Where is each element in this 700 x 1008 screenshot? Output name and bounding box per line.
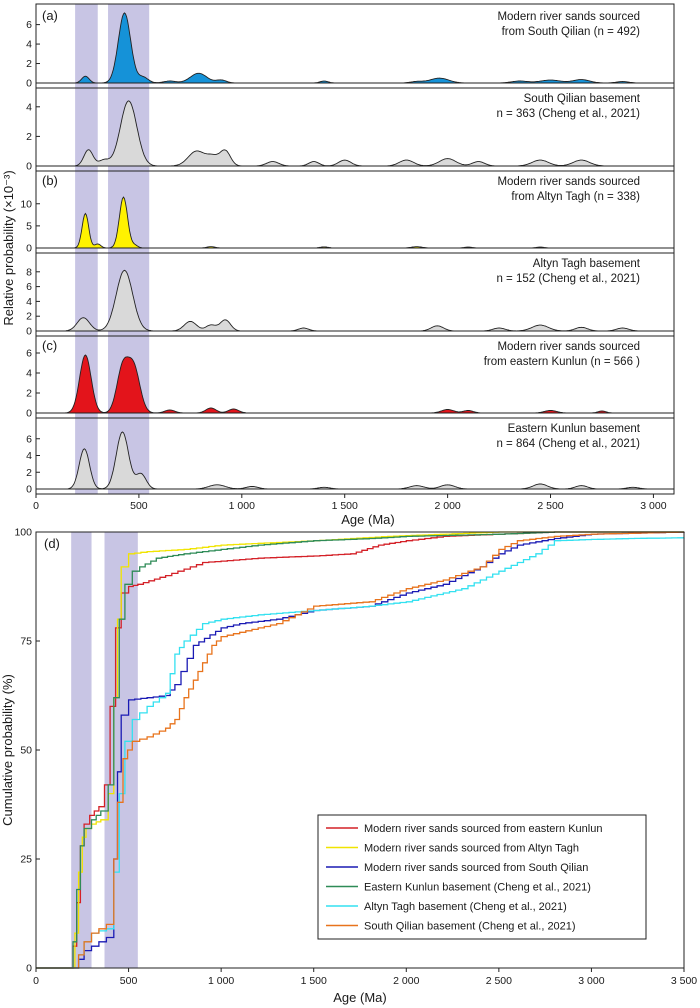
x-tick-label: 2 000 [434, 500, 460, 512]
panel-caption: n = 363 (Cheng et al., 2021) [496, 108, 640, 120]
y-tick-label: 0 [26, 161, 32, 173]
y-tick-label: 6 [26, 433, 32, 445]
legend-frame [317, 814, 647, 940]
cdf-x-tick-label: 1 500 [301, 975, 327, 987]
kde-panel-6: 0 2 4 6 Eastern Kunlun basement n = 864 (Chen… [26, 423, 674, 496]
y-tick-label: 2 [26, 131, 32, 143]
cdf-x-tick-label: 2 500 [486, 975, 512, 987]
x-tick-label: 0 [33, 500, 39, 512]
cdf-x-tick-label: 0 [33, 975, 39, 987]
y-tick-label: 2 [26, 58, 32, 70]
panel-caption: Eastern Kunlun basement [508, 423, 641, 435]
legend-label-4: Eastern Kunlun basement (Cheng et al., 2… [364, 882, 591, 894]
cdf-x-tick-label: 2 000 [393, 975, 419, 987]
kde-panel-1: 0 2 4 6 Modern river sands sourced from South… [26, 8, 674, 90]
shared-ylabel: Relative probability (×10⁻³) [1, 170, 16, 325]
panel-caption: from South Qilian (n = 492) [502, 26, 641, 38]
cdf-legend: Modern river sands sourced from eastern … [317, 814, 647, 940]
cdf-y-tick-label: 50 [20, 745, 32, 757]
panel-caption: Modern river sands sourced [497, 341, 640, 353]
panel-caption: Modern river sands sourced [497, 11, 640, 23]
y-tick-label: 4 [26, 368, 32, 380]
y-tick-label: 2 [26, 388, 32, 400]
x-tick-label: 1 000 [229, 500, 255, 512]
x-tick-label: 1 500 [332, 500, 358, 512]
y-tick-label: 2 [26, 467, 32, 479]
y-tick-label: 6 [26, 348, 32, 360]
legend-label-1: Modern river sands sourced from eastern … [364, 823, 602, 835]
legend-label-2: Modern river sands sourced from Altyn Ta… [364, 843, 579, 855]
kde-panel-2: 0 2 4 South Qilian basement n = 363 (Cheng e… [26, 93, 674, 173]
panel-tag: (a) [42, 8, 58, 23]
panel-caption: from eastern Kunlun (n = 566 ) [484, 356, 640, 368]
kde-panel-5: 0 2 4 6 Modern river sands sourced from easte… [26, 338, 674, 420]
panel-caption: n = 864 (Cheng et al., 2021) [496, 438, 640, 450]
y-tick-label: 10 [20, 198, 32, 210]
panel-caption: South Qilian basement [524, 93, 641, 105]
cdf-x-tick-label: 1 000 [208, 975, 234, 987]
x-tick-label: 500 [130, 500, 148, 512]
kde-frame [35, 3, 675, 495]
cdf-x-tick-label: 3 500 [671, 975, 697, 987]
y-tick-label: 0 [26, 484, 32, 496]
cdf-line-series-6 [36, 531, 685, 969]
cdf-y-tick-label: 0 [26, 963, 32, 975]
legend-label-3: Modern river sands sourced from South Qi… [364, 862, 588, 874]
panel-tag: (c) [42, 338, 57, 353]
y-tick-label: 0 [26, 326, 32, 338]
panel-caption: n = 152 (Cheng et al., 2021) [496, 273, 640, 285]
shared-xlabel: Age (Ma) [341, 512, 394, 527]
y-tick-label: 8 [26, 266, 32, 278]
y-tick-label: 0 [26, 408, 32, 420]
cdf-y-tick-label: 100 [14, 527, 32, 539]
cdf-x-tick-label: 3 000 [578, 975, 604, 987]
cdf-y-tick-label: 25 [20, 854, 32, 866]
y-tick-label: 4 [26, 101, 32, 113]
y-tick-label: 4 [26, 296, 32, 308]
x-tick-label: 3 000 [640, 500, 666, 512]
y-tick-label: 5 [26, 220, 32, 232]
kde-panel-4: 0 2 4 6 8 Altyn Tagh basement n = 152 (Cheng e… [26, 258, 674, 338]
kde-panel-stack: 0 2 4 6 Modern river sands sourced from South… [20, 3, 675, 512]
cdf-x-tick-label: 500 [120, 975, 138, 987]
panel-caption: Modern river sands sourced [497, 176, 640, 188]
legend-label-5: Altyn Tagh basement (Cheng et al., 2021) [364, 901, 567, 913]
y-tick-label: 4 [26, 450, 32, 462]
y-tick-label: 0 [26, 243, 32, 255]
y-tick-label: 6 [26, 281, 32, 293]
cdf-panel-tag: (d) [44, 536, 60, 551]
x-tick-label: 2 500 [537, 500, 563, 512]
legend-label-6: South Qilian basement (Cheng et al., 202… [364, 921, 576, 933]
cdf-line-series-4 [36, 531, 684, 969]
cdf-y-tick-label: 75 [20, 636, 32, 648]
panel-tag: (b) [42, 173, 58, 188]
y-tick-label: 4 [26, 39, 32, 51]
cumulative-probability-plot: 0 500 1 000 1 500 2 000 2 500 3 000 3 500 0 25 50 7… [0, 527, 697, 1006]
y-tick-label: 6 [26, 19, 32, 31]
cdf-ylabel: Cumulative probability (%) [0, 674, 15, 826]
cdf-line-series-5 [36, 537, 685, 969]
kde-panel-3: 0 5 10 Modern river sands sourced from Altyn… [20, 173, 674, 255]
panel-caption: from Altyn Tagh (n = 338) [511, 191, 640, 203]
y-tick-label: 0 [26, 78, 32, 90]
cdf-xlabel: Age (Ma) [333, 990, 386, 1005]
y-tick-label: 2 [26, 311, 32, 323]
cdf-highlight-band-1 [71, 532, 92, 968]
kde-area [36, 100, 658, 167]
panel-caption: Altyn Tagh basement [533, 258, 641, 270]
